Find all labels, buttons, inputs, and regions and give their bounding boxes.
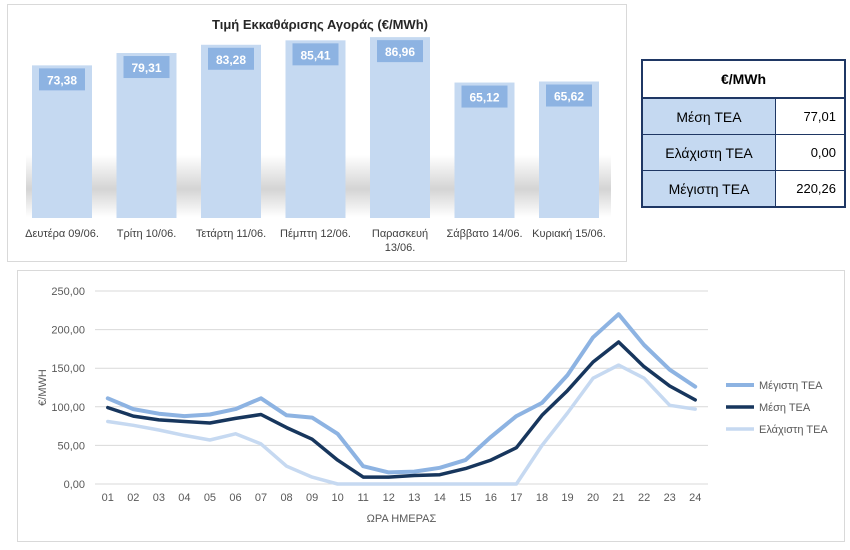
y-tick-label: 250,00 <box>51 286 85 298</box>
x-tick-label: 17 <box>510 492 522 504</box>
bar-value-label: 73,38 <box>47 73 77 87</box>
x-tick-label: 11 <box>357 492 368 504</box>
bar <box>116 53 177 218</box>
bar-label-box <box>546 84 592 107</box>
bar <box>285 40 346 218</box>
x-tick-label: 02 <box>127 492 139 504</box>
bar <box>370 37 430 218</box>
x-tick-label: 03 <box>153 492 165 504</box>
line-chart-svg: 0,00 50,00 100,00 150,00 200,00 250,00 01 02 03 0… <box>37 286 828 525</box>
bar-value-label: 85,41 <box>300 48 330 62</box>
table-row: Ελάχιστη ΤΕΑ 0,00 <box>641 134 846 171</box>
bar-label-box <box>461 85 508 108</box>
y-tick-label: 0,00 <box>64 479 85 491</box>
series-line-avg <box>106 340 697 479</box>
row-value-min: 0,00 <box>775 134 846 171</box>
x-tick-label: 22 <box>638 492 650 504</box>
bar-value-label: 83,28 <box>216 53 246 67</box>
bar-category-label: Δευτέρα 09/06. <box>25 228 99 240</box>
bar-category-label: Παρασκευή <box>372 228 428 240</box>
table-header: €/MWh <box>641 59 846 99</box>
row-value-max: 220,26 <box>775 170 846 208</box>
series-line-min <box>106 363 697 486</box>
bar-category-label: Πέμπτη 12/06. <box>280 228 351 240</box>
x-axis-title: ΩΡΑ ΗΜΕΡΑΣ <box>367 513 437 525</box>
bar-value-label: 79,31 <box>131 61 161 75</box>
x-tick-label: 13 <box>408 492 420 504</box>
row-value-avg: 77,01 <box>775 97 846 135</box>
x-tick-label: 19 <box>561 492 573 504</box>
table-row: Μέση ΤΕΑ 77,01 <box>641 97 846 135</box>
x-tick-label: 01 <box>102 492 114 504</box>
daily-price-bar-chart: Τιμή Εκκαθάρισης Αγοράς (€/MWh) 73,38 Δευτ… <box>7 4 627 262</box>
bar <box>32 65 92 218</box>
bar-chart-svg: Τιμή Εκκαθάρισης Αγοράς (€/MWh) 73,38 Δευτ… <box>25 17 611 254</box>
y-tick-label: 200,00 <box>51 325 85 337</box>
x-tick-label: 21 <box>612 492 624 504</box>
y-tick-label: 50,00 <box>57 440 85 452</box>
x-tick-label: 04 <box>178 492 190 504</box>
row-label-max: Μέγιστη ΤΕΑ <box>641 170 776 208</box>
x-tick-label: 23 <box>664 492 676 504</box>
x-tick-label: 08 <box>280 492 292 504</box>
x-tick-label: 12 <box>383 492 395 504</box>
x-tick-label: 14 <box>434 492 446 504</box>
y-tick-label: 100,00 <box>51 402 85 414</box>
row-label-min: Ελάχιστη ΤΕΑ <box>641 134 776 171</box>
series-line-max <box>105 312 698 475</box>
x-tick-label: 10 <box>332 492 344 504</box>
legend-label: Ελάχιστη ΤΕΑ <box>759 424 828 436</box>
legend-label: Μέγιστη ΤΕΑ <box>759 380 823 392</box>
bar-label-box <box>292 43 339 66</box>
bar-label-box <box>123 56 170 79</box>
row-label-avg: Μέση ΤΕΑ <box>641 97 776 135</box>
bar-category-label: Τρίτη 10/06. <box>117 228 177 240</box>
bar-label-box <box>208 47 254 70</box>
price-summary-table: €/MWh Μέση ΤΕΑ 77,01 Ελάχιστη ΤΕΑ 0,00 Μ… <box>641 59 846 208</box>
bar-chart-title: Τιμή Εκκαθάρισης Αγοράς (€/MWh) <box>212 17 428 32</box>
bar-value-label: 86,96 <box>385 45 415 59</box>
bar-category-label: Κυριακή 15/06. <box>532 228 606 240</box>
x-tick-label: 18 <box>536 492 548 504</box>
x-tick-label: 05 <box>204 492 216 504</box>
bar-label-box <box>39 68 85 91</box>
bar-category-label: 13/06. <box>385 242 416 254</box>
bar-value-label: 65,12 <box>469 91 499 105</box>
bar <box>201 44 261 218</box>
x-tick-label: 09 <box>306 492 318 504</box>
y-tick-label: 150,00 <box>51 363 85 375</box>
x-tick-label: 07 <box>255 492 267 504</box>
x-tick-label: 15 <box>459 492 471 504</box>
bar-value-label: 65,62 <box>554 90 584 104</box>
y-axis-title: €/MWH <box>37 369 49 406</box>
x-tick-label: 20 <box>587 492 599 504</box>
hourly-price-line-chart: 0,00 50,00 100,00 150,00 200,00 250,00 01 02 03 0… <box>17 270 845 542</box>
bar-label-box <box>377 40 423 63</box>
legend-label: Μέση ΤΕΑ <box>759 402 811 414</box>
bar-category-label: Σάββατο 14/06. <box>446 228 522 240</box>
x-tick-label: 16 <box>485 492 497 504</box>
table-row: Μέγιστη ΤΕΑ 220,26 <box>641 170 846 208</box>
x-tick-label: 24 <box>689 492 701 504</box>
x-tick-label: 06 <box>229 492 241 504</box>
bar-category-label: Τετάρτη 11/06. <box>196 228 266 240</box>
